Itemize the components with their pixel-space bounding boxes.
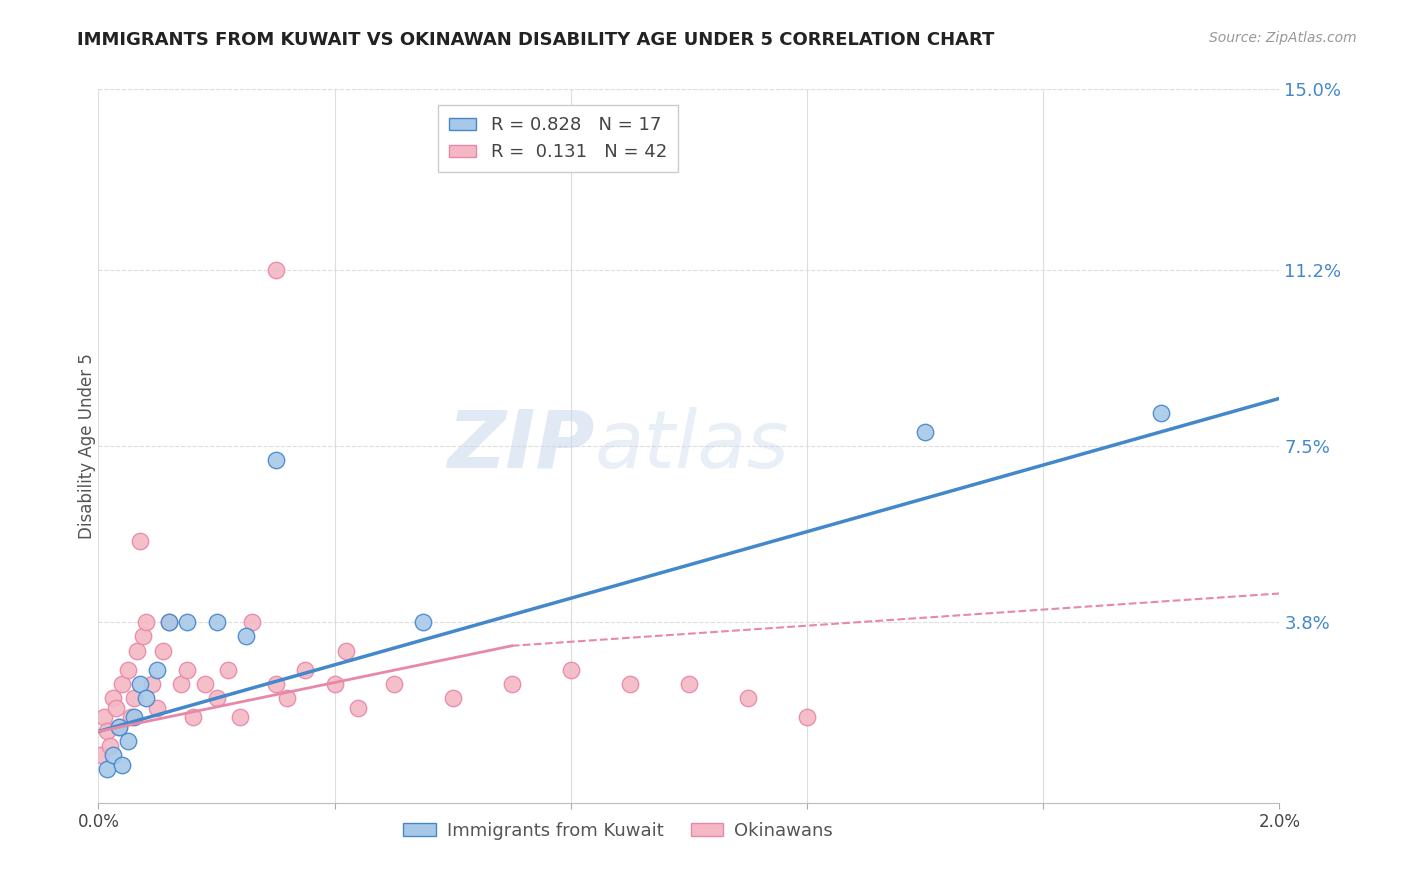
Point xyxy=(117,663,139,677)
Point xyxy=(170,677,193,691)
Point xyxy=(678,677,700,691)
Point xyxy=(181,710,204,724)
Point xyxy=(560,663,582,677)
Point xyxy=(176,663,198,677)
Point xyxy=(914,425,936,439)
Point xyxy=(264,263,287,277)
Point xyxy=(96,763,118,777)
Point xyxy=(412,615,434,629)
Point xyxy=(176,615,198,629)
Point xyxy=(1150,406,1173,420)
Text: atlas: atlas xyxy=(595,407,789,485)
Point xyxy=(93,710,115,724)
Point xyxy=(122,691,145,706)
Point xyxy=(264,677,287,691)
Point xyxy=(117,734,139,748)
Point xyxy=(108,720,131,734)
Point xyxy=(796,710,818,724)
Point xyxy=(240,615,263,629)
Point xyxy=(294,663,316,677)
Text: ZIP: ZIP xyxy=(447,407,595,485)
Point xyxy=(737,691,759,706)
Point xyxy=(205,691,228,706)
Point xyxy=(122,710,145,724)
Point xyxy=(125,643,148,657)
Point xyxy=(276,691,298,706)
Point xyxy=(152,643,174,657)
Point xyxy=(128,534,150,549)
Point xyxy=(98,739,121,753)
Point xyxy=(96,724,118,739)
Point xyxy=(108,720,131,734)
Point xyxy=(141,677,163,691)
Point xyxy=(90,748,112,763)
Y-axis label: Disability Age Under 5: Disability Age Under 5 xyxy=(79,353,96,539)
Point xyxy=(111,757,134,772)
Point xyxy=(264,453,287,467)
Text: Source: ZipAtlas.com: Source: ZipAtlas.com xyxy=(1209,31,1357,45)
Point xyxy=(105,700,128,714)
Point xyxy=(323,677,346,691)
Point xyxy=(135,691,157,706)
Point xyxy=(103,691,125,706)
Point xyxy=(382,677,405,691)
Point xyxy=(205,615,228,629)
Point xyxy=(441,691,464,706)
Point xyxy=(111,677,134,691)
Point xyxy=(157,615,180,629)
Point xyxy=(120,710,142,724)
Point xyxy=(146,700,169,714)
Point xyxy=(217,663,239,677)
Point xyxy=(229,710,252,724)
Point xyxy=(128,677,150,691)
Point xyxy=(501,677,523,691)
Point xyxy=(103,748,125,763)
Text: IMMIGRANTS FROM KUWAIT VS OKINAWAN DISABILITY AGE UNDER 5 CORRELATION CHART: IMMIGRANTS FROM KUWAIT VS OKINAWAN DISAB… xyxy=(77,31,994,49)
Point xyxy=(157,615,180,629)
Point xyxy=(335,643,357,657)
Point xyxy=(347,700,370,714)
Point xyxy=(194,677,217,691)
Point xyxy=(132,629,155,643)
Point xyxy=(619,677,641,691)
Legend: Immigrants from Kuwait, Okinawans: Immigrants from Kuwait, Okinawans xyxy=(396,815,839,847)
Point xyxy=(135,615,157,629)
Point xyxy=(235,629,257,643)
Point xyxy=(146,663,169,677)
